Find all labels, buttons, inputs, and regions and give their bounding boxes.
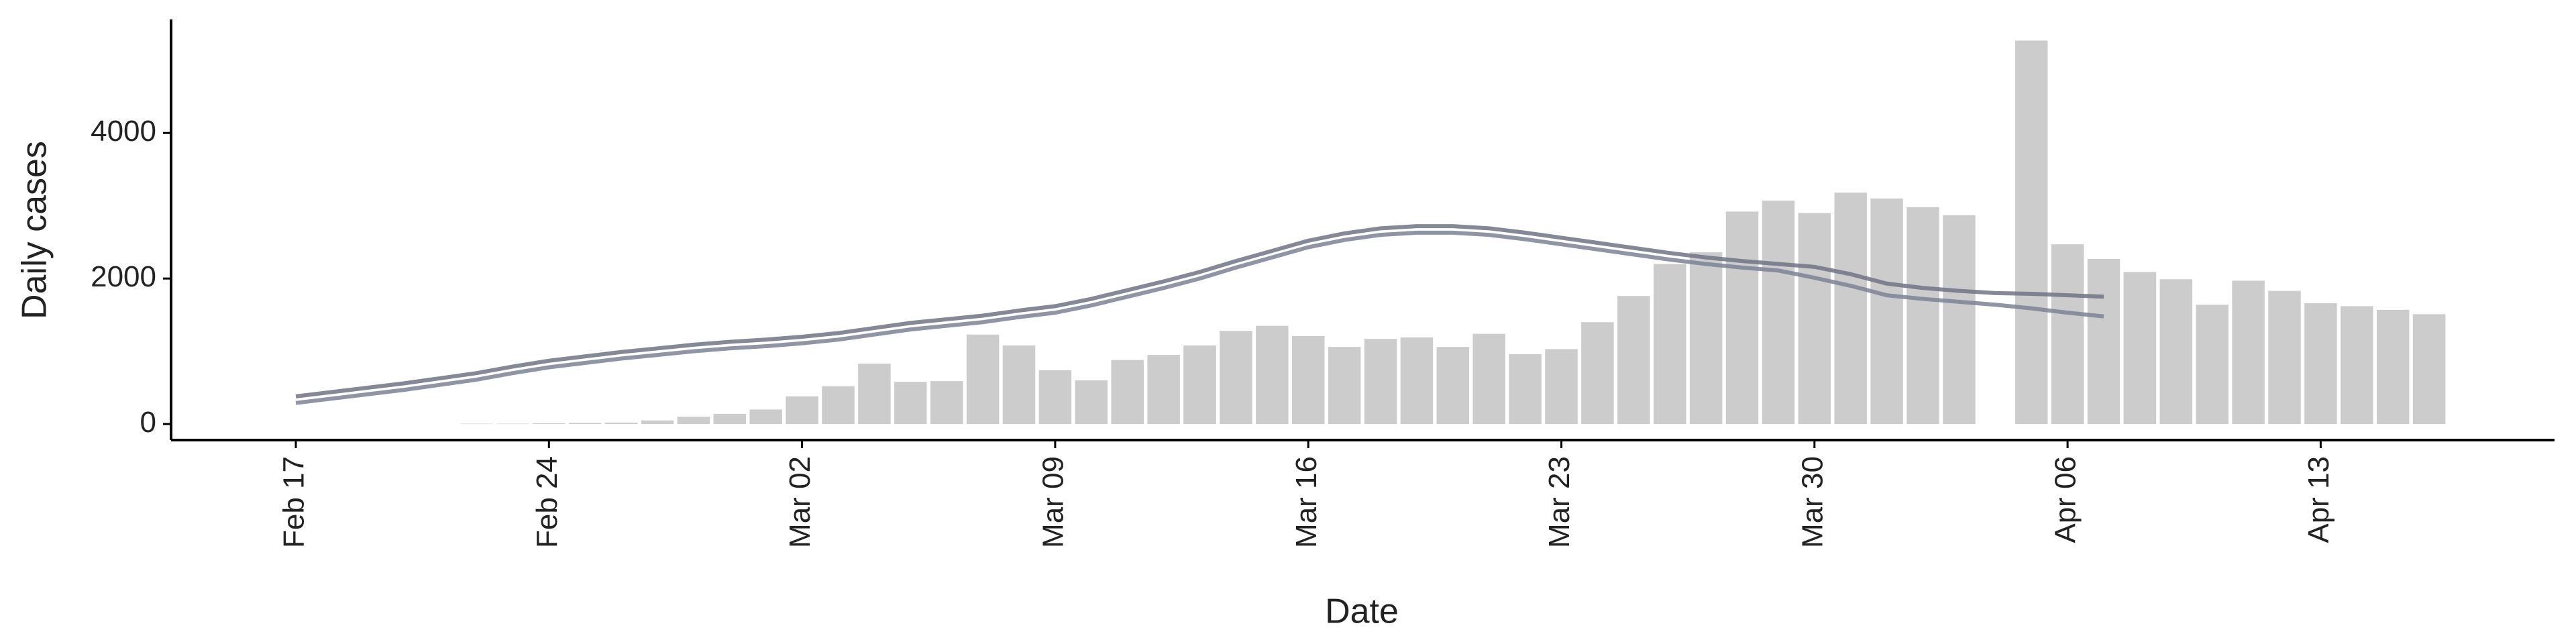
bar: [2196, 305, 2229, 425]
bar: [749, 409, 782, 425]
bar: [1870, 198, 1903, 425]
y-tick-label: 4000: [91, 115, 156, 148]
trend-line: [295, 224, 2104, 398]
bar: [568, 423, 602, 425]
bar: [1581, 322, 1614, 425]
bar: [1038, 370, 1072, 425]
bar: [2304, 303, 2337, 425]
bar: [1328, 347, 1361, 425]
bar: [1762, 201, 1795, 425]
x-tick-label: Mar 02: [784, 456, 816, 548]
bar: [1725, 211, 1759, 425]
x-tick-label: Apr 06: [2049, 456, 2082, 543]
bar: [2159, 279, 2193, 425]
y-tick-label: 0: [140, 406, 156, 439]
x-axis-title: Date: [1325, 592, 1399, 631]
bar: [1545, 349, 1578, 425]
x-tick-label: Mar 16: [1290, 456, 1323, 548]
x-tick-label: Feb 24: [531, 456, 564, 548]
bar: [1907, 207, 1939, 425]
bar: [1689, 252, 1723, 425]
bar: [2341, 306, 2373, 425]
bar: [1943, 215, 1976, 425]
bar: [1436, 347, 1470, 425]
bar: [604, 422, 638, 425]
trend-line: [295, 230, 2104, 405]
bar: [1256, 325, 1289, 425]
y-axis-title: Daily cases: [15, 141, 54, 319]
x-tick-label: Mar 09: [1037, 456, 1070, 548]
bar: [1509, 354, 1542, 425]
bar: [1472, 333, 1505, 425]
bar: [822, 386, 855, 425]
bar: [2268, 290, 2301, 425]
x-tick-label: Feb 17: [278, 456, 311, 548]
bar: [2051, 244, 2084, 425]
bar: [1220, 331, 1252, 425]
bar: [460, 423, 493, 425]
bar: [641, 420, 674, 425]
bar: [713, 413, 747, 425]
bar: [930, 381, 963, 425]
bar: [1075, 380, 1108, 425]
bar: [1291, 335, 1325, 425]
bar: [2376, 309, 2410, 425]
bar: [858, 364, 891, 425]
bar: [1147, 355, 1180, 425]
bar: [1834, 193, 1867, 425]
bar: [1111, 360, 1144, 425]
bar: [2412, 314, 2446, 425]
bar: [2232, 280, 2265, 425]
x-tick-label: Mar 30: [1796, 456, 1829, 548]
bar: [1002, 345, 1036, 425]
bar: [894, 382, 927, 425]
bar: [2123, 272, 2157, 425]
bar: [533, 423, 566, 425]
bar: [1617, 296, 1650, 425]
bar: [2015, 40, 2048, 425]
bar: [1183, 345, 1216, 425]
x-tick-label: Apr 13: [2302, 456, 2335, 543]
bar: [496, 423, 529, 425]
bar: [966, 334, 1000, 425]
bar: [677, 417, 710, 425]
x-tick-label: Mar 23: [1543, 456, 1576, 548]
bar: [1653, 264, 1686, 425]
bar: [1798, 213, 1831, 425]
bar: [786, 396, 818, 425]
y-tick-label: 2000: [91, 260, 156, 293]
bar: [1400, 337, 1434, 425]
bar: [2087, 258, 2121, 425]
bar: [1364, 339, 1397, 425]
